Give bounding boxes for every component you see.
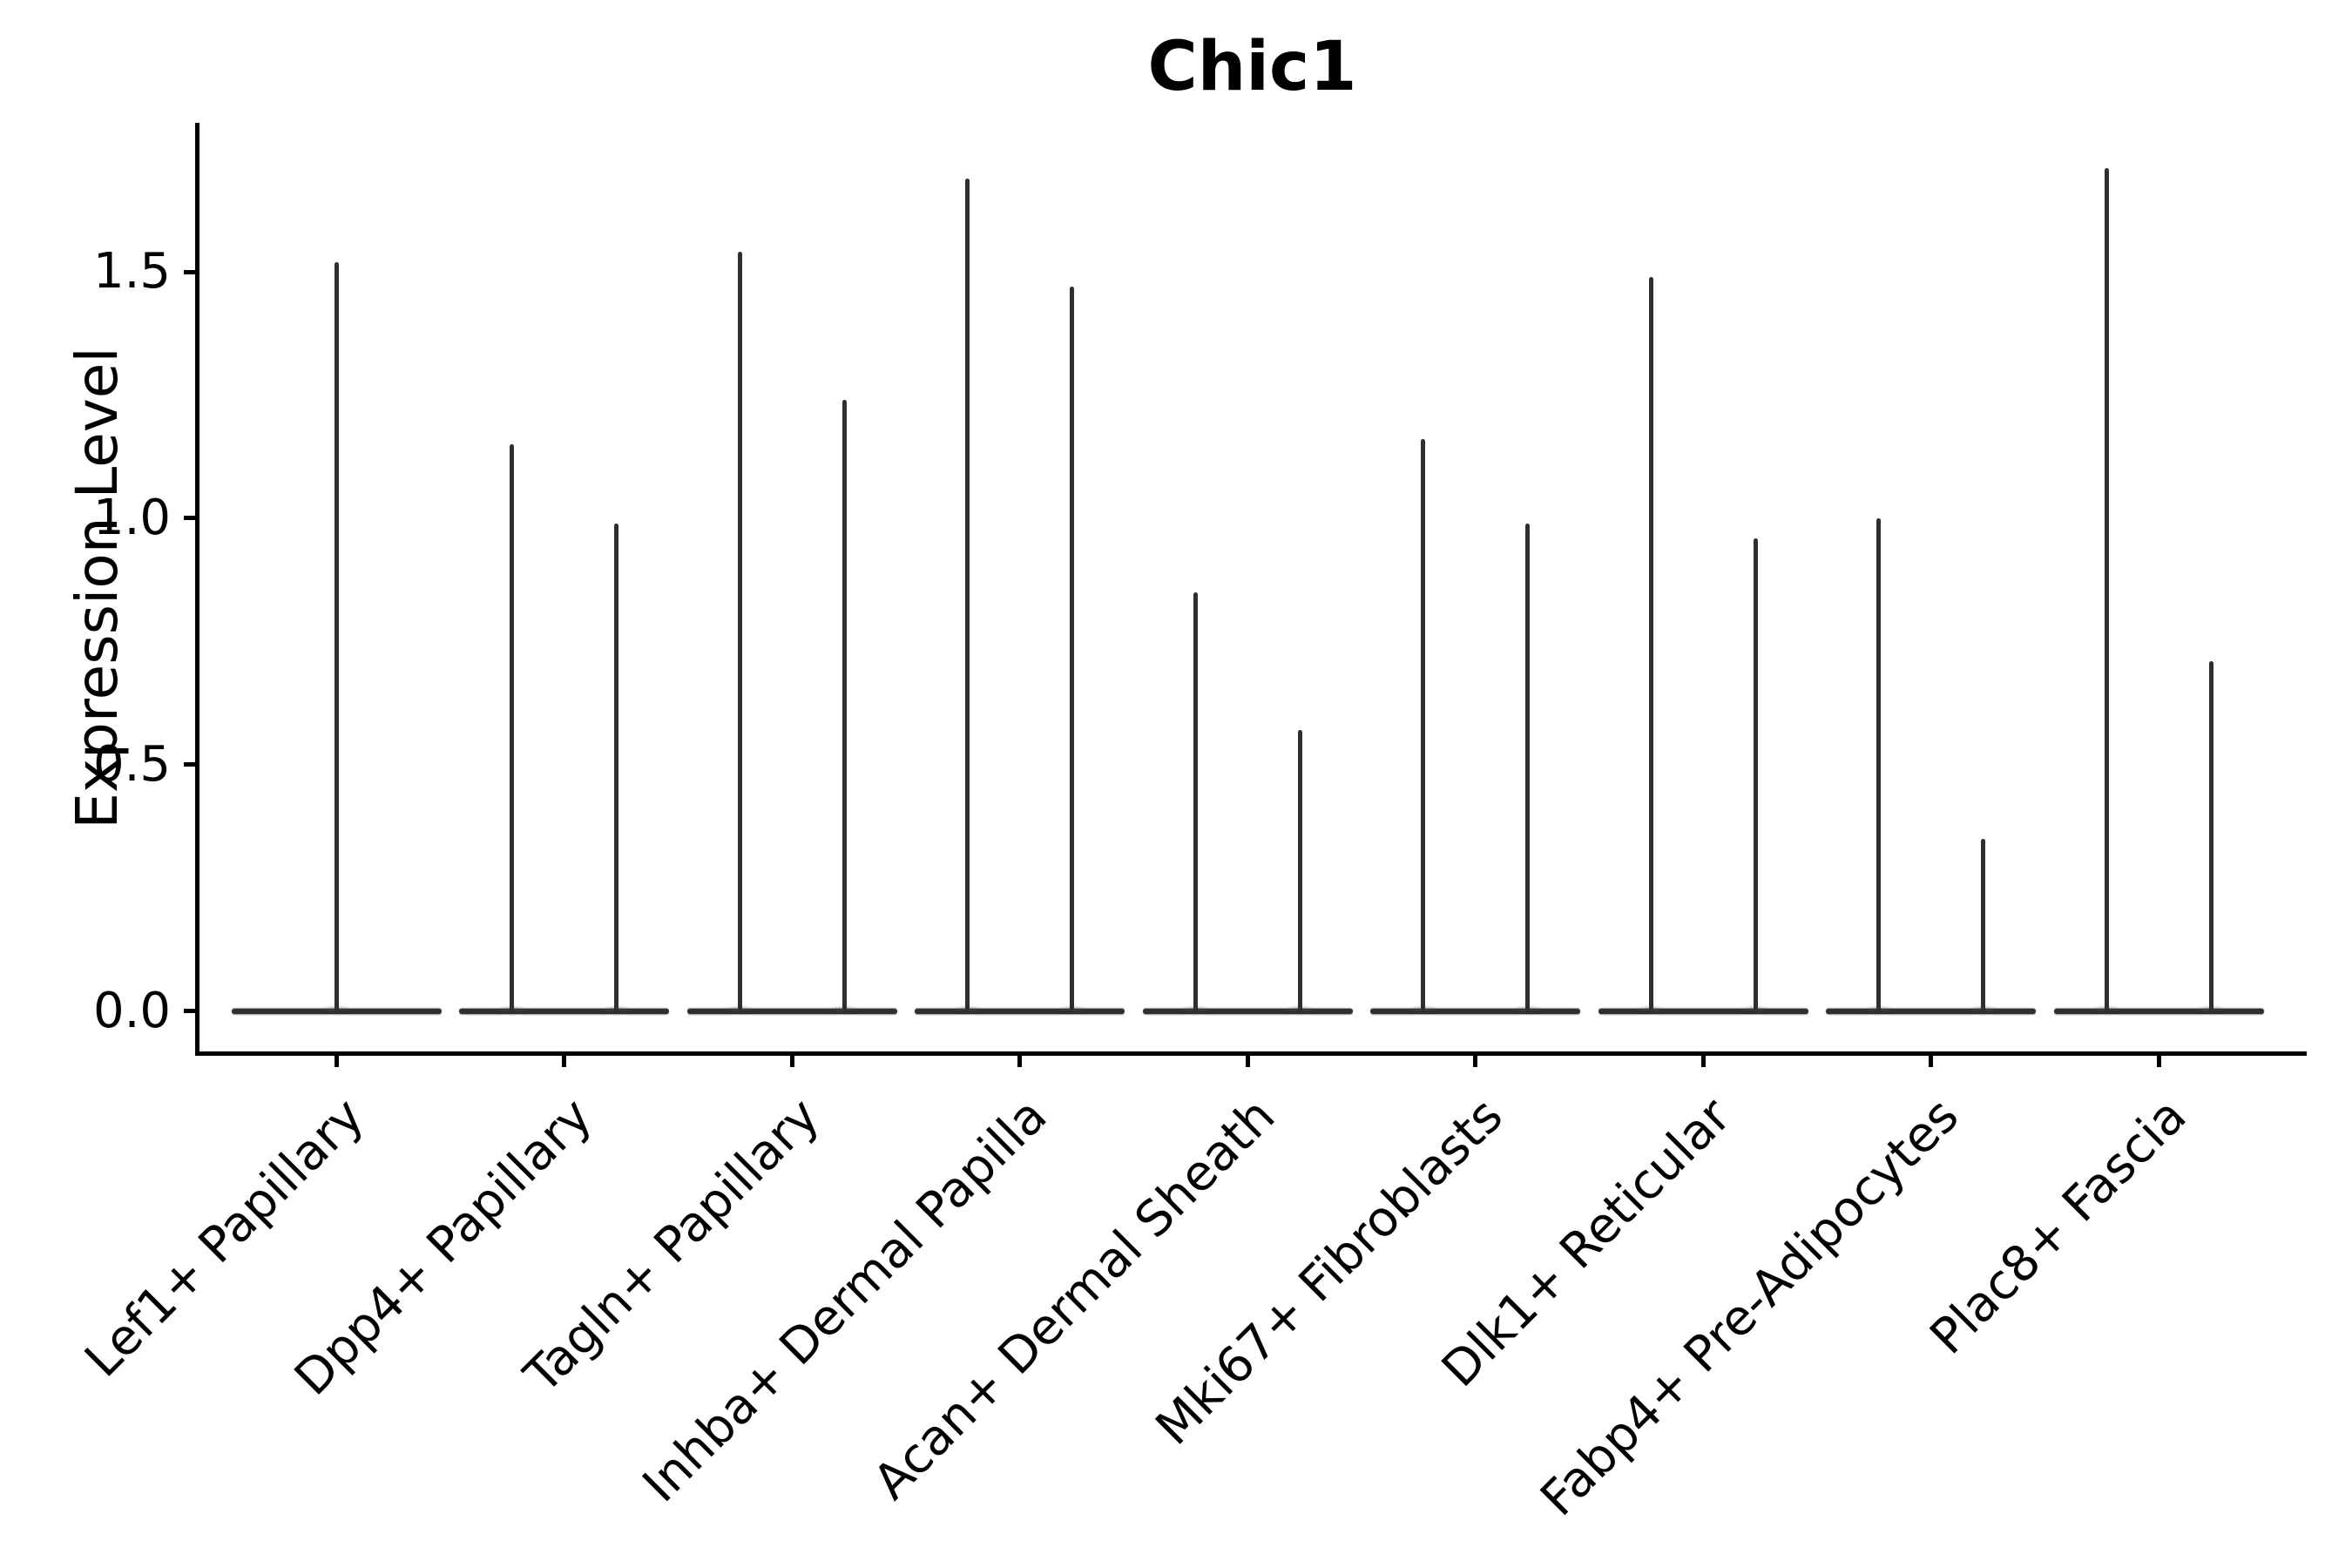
x-axis-spine — [195, 1051, 2307, 1056]
violin-spike — [614, 523, 618, 1012]
violin-spike — [1297, 730, 1302, 1012]
violin-spike — [2208, 660, 2213, 1012]
x-tick-mark — [334, 1056, 339, 1067]
x-tick-mark — [562, 1056, 566, 1067]
violin-spike — [1648, 276, 1653, 1012]
violin-spike — [1876, 517, 1881, 1012]
y-tick-mark — [184, 762, 196, 767]
violin-baseline — [459, 1009, 669, 1014]
chart-title: Chic1 — [1147, 28, 1357, 106]
y-axis-spine — [195, 123, 199, 1056]
y-tick-mark — [184, 1009, 196, 1013]
violin-spike — [2104, 168, 2109, 1012]
violin-spike — [1070, 287, 1074, 1012]
y-tick-label: 1.0 — [92, 489, 171, 546]
violin-baseline — [915, 1009, 1125, 1014]
y-tick-label: 0.0 — [92, 982, 171, 1039]
violin-baseline — [1826, 1009, 2036, 1014]
x-tick-mark — [2156, 1056, 2161, 1067]
violin-baseline — [686, 1009, 897, 1014]
violin-spike — [965, 178, 970, 1012]
y-tick-mark — [184, 269, 196, 274]
violin-spike — [510, 444, 514, 1012]
x-tick-label: Inhba+ Dermal Papilla — [632, 1087, 1058, 1514]
x-tick-label: Fabp4+ Pre-Adipocytes — [1530, 1087, 1970, 1528]
violin-spike — [841, 400, 847, 1012]
x-tick-mark — [1017, 1056, 1022, 1067]
violin-baseline — [1598, 1009, 1808, 1014]
x-tick-label: Acan+ Dermal Sheath — [862, 1087, 1287, 1511]
x-tick-mark — [1473, 1056, 1477, 1067]
violin-spike — [334, 261, 339, 1012]
y-tick-mark — [184, 516, 196, 521]
x-tick-mark — [1700, 1056, 1706, 1067]
violin-spike — [1421, 439, 1425, 1012]
violin-spike — [737, 252, 742, 1012]
violin-spike — [1525, 523, 1530, 1012]
violin-baseline — [1142, 1009, 1353, 1014]
violin-baseline — [1370, 1009, 1580, 1014]
y-tick-label: 1.5 — [92, 243, 171, 301]
violin-baseline — [2053, 1009, 2264, 1014]
violin-spike — [1981, 838, 1985, 1012]
violin-spike — [1193, 591, 1198, 1012]
x-tick-mark — [1245, 1056, 1250, 1067]
x-tick-mark — [789, 1056, 794, 1067]
violin-spike — [1753, 537, 1758, 1012]
y-tick-label: 0.5 — [92, 735, 171, 793]
x-tick-mark — [1929, 1056, 1933, 1067]
